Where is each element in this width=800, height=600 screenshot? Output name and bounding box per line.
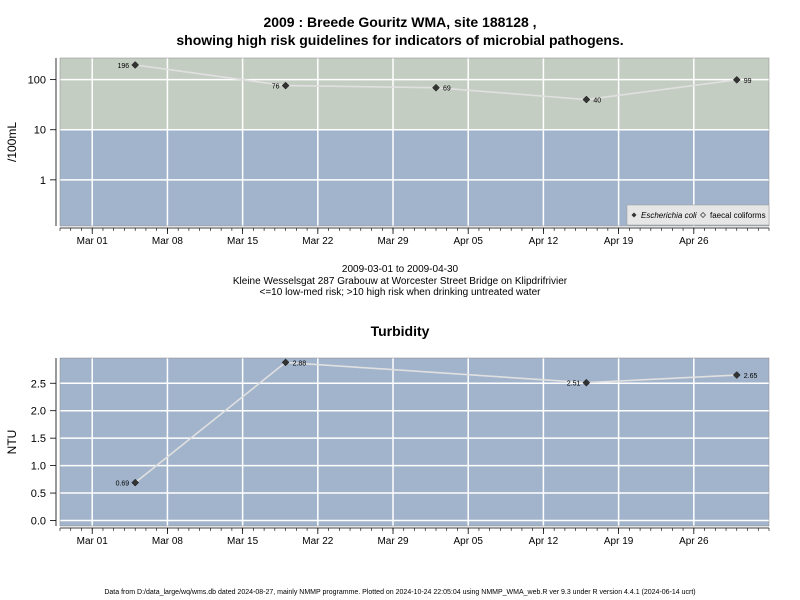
p2-panel-border bbox=[59, 357, 770, 527]
p1-data-label: 196 bbox=[118, 63, 130, 70]
p1-data-point bbox=[281, 81, 290, 90]
p1-x-tick-label: Apr 05 bbox=[453, 236, 483, 247]
footer-note: Data from D:/data_large/wq/wms.db dated … bbox=[104, 589, 696, 596]
legend-marker-faecal bbox=[700, 212, 706, 218]
p2-x-tick-label: Mar 01 bbox=[77, 536, 109, 547]
p2-x-tick-label: Mar 15 bbox=[227, 536, 259, 547]
p2-data-point bbox=[131, 478, 140, 487]
chart-title-line1: 2009 : Breede Gouritz WMA, site 188128 , bbox=[263, 14, 537, 30]
risk-note: <=10 low-med risk; >10 high risk when dr… bbox=[259, 287, 541, 298]
p1-data-point bbox=[582, 95, 591, 104]
p2-y-tick-label: 0.5 bbox=[31, 488, 46, 500]
p1-x-tick-label: Apr 19 bbox=[604, 236, 634, 247]
p1-data-label: 99 bbox=[744, 78, 752, 85]
p2-x-tick-label: Apr 12 bbox=[529, 536, 559, 547]
p2-series-line bbox=[134, 361, 737, 484]
p2-y-tick-label: 1.5 bbox=[31, 433, 46, 445]
p1-data-label: 69 bbox=[443, 86, 451, 93]
p2-data-label: 2.88 bbox=[293, 360, 307, 367]
p1-x-tick-label: Mar 22 bbox=[302, 236, 334, 247]
p1-x-tick-label: Mar 29 bbox=[377, 236, 409, 247]
p1-y-tick-label: 1 bbox=[40, 175, 46, 187]
p2-y-axis-label: NTU bbox=[5, 430, 19, 455]
p2-y-tick-label: 2.0 bbox=[31, 406, 46, 418]
legend-label-ecoli: Escherichia coli bbox=[641, 211, 697, 220]
p2-data-point bbox=[281, 358, 290, 367]
legend-label-faecal: faecal coliforms bbox=[710, 211, 766, 220]
p1-panel-border bbox=[59, 57, 770, 227]
p2-x-tick-label: Apr 19 bbox=[604, 536, 634, 547]
p2-y-tick-label: 1.0 bbox=[31, 461, 46, 473]
legend-marker-ecoli bbox=[631, 212, 637, 218]
p2-data-label: 0.69 bbox=[116, 481, 130, 488]
p2-x-tick-label: Apr 05 bbox=[453, 536, 483, 547]
p2-panel-background bbox=[60, 358, 769, 526]
date-range: 2009-03-01 to 2009-04-30 bbox=[341, 264, 459, 275]
p1-x-tick-label: Apr 12 bbox=[529, 236, 559, 247]
p2-y-tick-label: 0.0 bbox=[31, 516, 46, 528]
chart-title-line2: showing high risk guidelines for indicat… bbox=[176, 32, 624, 48]
p2-x-tick-label: Mar 08 bbox=[152, 536, 184, 547]
site-description: Kleine Wesselsgat 287 Grabouw at Worcest… bbox=[232, 276, 568, 287]
legend-box bbox=[626, 204, 770, 226]
p1-x-tick-label: Mar 01 bbox=[77, 236, 109, 247]
p1-x-tick-label: Mar 08 bbox=[152, 236, 184, 247]
p1-y-tick-label: 10 bbox=[34, 125, 46, 137]
p2-data-point bbox=[732, 371, 741, 379]
p2-data-point bbox=[582, 378, 591, 387]
p2-y-tick-label: 2.5 bbox=[31, 378, 46, 390]
p2-x-tick-label: Apr 26 bbox=[679, 536, 709, 547]
p1-data-point bbox=[131, 61, 140, 69]
p1-data-label: 76 bbox=[272, 84, 280, 91]
p1-x-tick-label: Apr 26 bbox=[679, 236, 709, 247]
p2-data-label: 2.51 bbox=[567, 381, 581, 388]
p1-x-tick-label: Mar 15 bbox=[227, 236, 259, 247]
p1-y-axis-label: /100mL bbox=[5, 122, 19, 162]
p2-x-tick-label: Mar 29 bbox=[377, 536, 409, 547]
p1-data-point bbox=[732, 75, 741, 84]
p2-x-tick-label: Mar 22 bbox=[302, 536, 334, 547]
p1-y-tick-label: 100 bbox=[28, 75, 46, 87]
p1-high-risk-band bbox=[60, 58, 769, 130]
turbidity-title: Turbidity bbox=[370, 323, 430, 339]
p1-data-point bbox=[432, 83, 440, 92]
p1-data-label: 40 bbox=[593, 98, 601, 105]
p2-data-label: 2.65 bbox=[744, 373, 758, 380]
